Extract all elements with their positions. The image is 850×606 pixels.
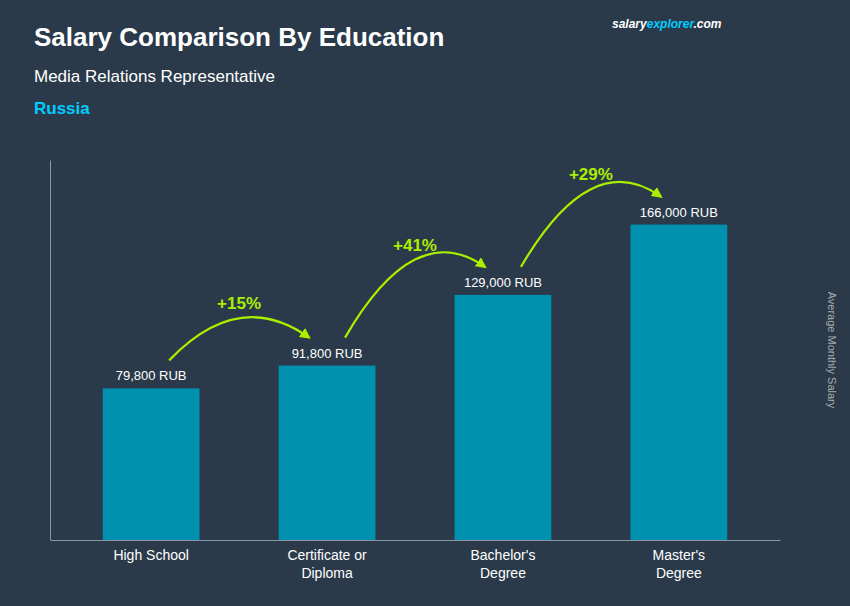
site-name-part: salary [612, 17, 648, 31]
bar [103, 388, 200, 540]
value-label: 129,000 RUB [464, 275, 542, 290]
value-label: 91,800 RUB [292, 346, 363, 361]
bar [279, 366, 376, 540]
bar [455, 295, 552, 540]
bar [630, 225, 727, 540]
title: Salary Comparison By Education [34, 22, 444, 52]
growth-label: +15% [217, 294, 261, 313]
x-tick-label: High School [113, 547, 189, 563]
x-axis: High School Certificate orDiploma Bachelor… [51, 541, 781, 582]
growth-arrow [345, 252, 485, 337]
bars [103, 225, 727, 540]
growth-label: +41% [393, 236, 437, 255]
x-axis-line [51, 540, 781, 541]
x-tick: Bachelor'sDegree [470, 547, 535, 581]
growth-arrow [169, 317, 309, 360]
x-tick-label: Master'sDegree [653, 547, 705, 581]
x-tick-label: Bachelor'sDegree [470, 547, 535, 581]
growth-label: +29% [569, 165, 613, 184]
growth-arrow [521, 182, 661, 267]
site-name: salaryexplorer.com [612, 17, 722, 31]
background [0, 0, 850, 606]
value-labels: 79,800 RUB 91,800 RUB 129,000 RUB 166,000 R… [116, 205, 718, 384]
y-axis [50, 161, 51, 541]
x-tick: High School [113, 547, 189, 563]
growth-arrows: +15% +41% +29% [169, 165, 661, 360]
site-name-part: explorer [647, 17, 696, 31]
subtitle: Media Relations Representative [34, 67, 275, 86]
value-label: 79,800 RUB [116, 368, 187, 383]
x-tick: Certificate orDiploma [287, 547, 367, 581]
y-axis-title: Average Monthly Salary [826, 292, 838, 409]
y-axis-line [50, 161, 51, 541]
chart: Salary Comparison By Education Media Rela… [0, 0, 850, 606]
x-tick-label: Certificate orDiploma [287, 547, 367, 581]
value-label: 166,000 RUB [640, 205, 718, 220]
site-name-part: .com [693, 17, 721, 31]
country: Russia [34, 99, 90, 118]
x-tick: Master'sDegree [653, 547, 705, 581]
